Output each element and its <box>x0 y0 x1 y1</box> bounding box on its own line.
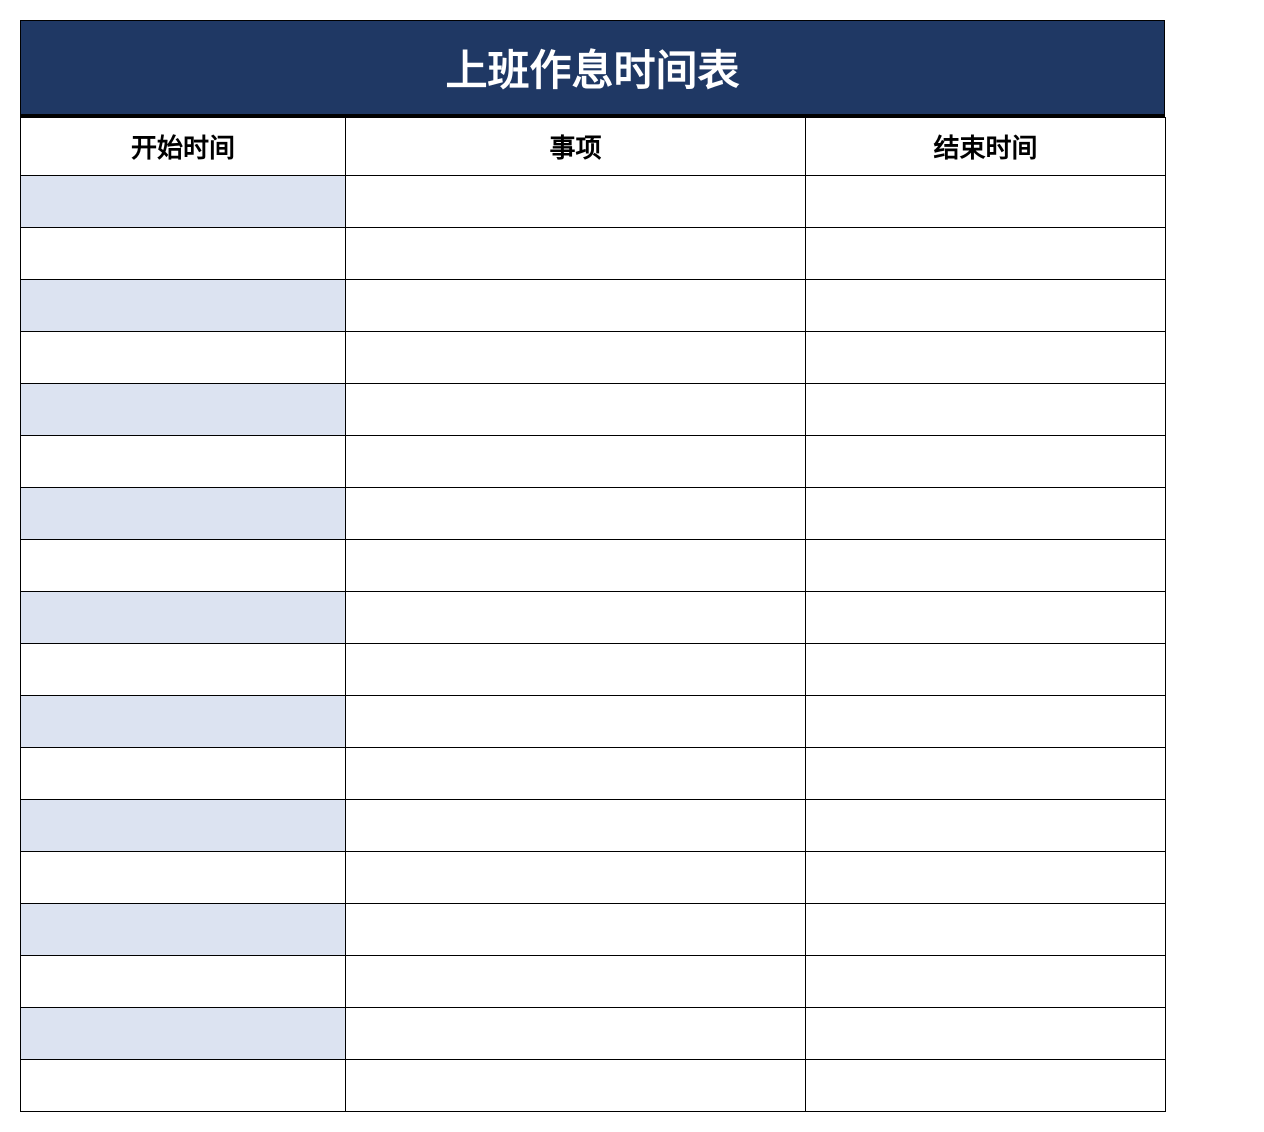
cell-item[interactable] <box>346 1008 806 1060</box>
table-row <box>21 488 1166 540</box>
cell-end-time[interactable] <box>806 956 1166 1008</box>
cell-start-time[interactable] <box>21 800 346 852</box>
column-header-start-time: 开始时间 <box>21 118 346 176</box>
table-row <box>21 696 1166 748</box>
cell-item[interactable] <box>346 852 806 904</box>
cell-end-time[interactable] <box>806 1008 1166 1060</box>
table-row <box>21 592 1166 644</box>
cell-item[interactable] <box>346 228 806 280</box>
cell-item[interactable] <box>346 332 806 384</box>
cell-item[interactable] <box>346 540 806 592</box>
table-row <box>21 1008 1166 1060</box>
table-header-row: 开始时间 事项 结束时间 <box>21 118 1166 176</box>
cell-start-time[interactable] <box>21 644 346 696</box>
cell-item[interactable] <box>346 488 806 540</box>
cell-end-time[interactable] <box>806 644 1166 696</box>
table-row <box>21 904 1166 956</box>
table-row <box>21 644 1166 696</box>
table-row <box>21 800 1166 852</box>
cell-end-time[interactable] <box>806 228 1166 280</box>
cell-end-time[interactable] <box>806 748 1166 800</box>
cell-item[interactable] <box>346 956 806 1008</box>
cell-item[interactable] <box>346 904 806 956</box>
table-row <box>21 540 1166 592</box>
cell-start-time[interactable] <box>21 488 346 540</box>
cell-item[interactable] <box>346 696 806 748</box>
cell-end-time[interactable] <box>806 384 1166 436</box>
cell-end-time[interactable] <box>806 280 1166 332</box>
table-row <box>21 332 1166 384</box>
cell-start-time[interactable] <box>21 696 346 748</box>
cell-end-time[interactable] <box>806 852 1166 904</box>
cell-item[interactable] <box>346 800 806 852</box>
cell-start-time[interactable] <box>21 592 346 644</box>
cell-item[interactable] <box>346 176 806 228</box>
cell-start-time[interactable] <box>21 384 346 436</box>
cell-end-time[interactable] <box>806 800 1166 852</box>
table-row <box>21 1060 1166 1112</box>
table-row <box>21 436 1166 488</box>
table-row <box>21 956 1166 1008</box>
cell-item[interactable] <box>346 280 806 332</box>
cell-end-time[interactable] <box>806 488 1166 540</box>
cell-start-time[interactable] <box>21 332 346 384</box>
cell-start-time[interactable] <box>21 748 346 800</box>
cell-start-time[interactable] <box>21 436 346 488</box>
column-header-item: 事项 <box>346 118 806 176</box>
table-row <box>21 176 1166 228</box>
column-header-end-time: 结束时间 <box>806 118 1166 176</box>
cell-start-time[interactable] <box>21 280 346 332</box>
cell-end-time[interactable] <box>806 176 1166 228</box>
page-title: 上班作息时间表 <box>20 20 1165 117</box>
cell-start-time[interactable] <box>21 956 346 1008</box>
cell-start-time[interactable] <box>21 176 346 228</box>
table-row <box>21 748 1166 800</box>
cell-start-time[interactable] <box>21 904 346 956</box>
schedule-table: 开始时间 事项 结束时间 <box>20 117 1166 1112</box>
cell-item[interactable] <box>346 384 806 436</box>
cell-start-time[interactable] <box>21 228 346 280</box>
table-row <box>21 228 1166 280</box>
table-row <box>21 280 1166 332</box>
cell-item[interactable] <box>346 748 806 800</box>
cell-item[interactable] <box>346 436 806 488</box>
cell-start-time[interactable] <box>21 852 346 904</box>
cell-item[interactable] <box>346 644 806 696</box>
table-body <box>21 176 1166 1112</box>
cell-end-time[interactable] <box>806 436 1166 488</box>
cell-start-time[interactable] <box>21 540 346 592</box>
cell-start-time[interactable] <box>21 1008 346 1060</box>
cell-end-time[interactable] <box>806 904 1166 956</box>
cell-item[interactable] <box>346 592 806 644</box>
cell-start-time[interactable] <box>21 1060 346 1112</box>
table-row <box>21 384 1166 436</box>
cell-end-time[interactable] <box>806 696 1166 748</box>
cell-item[interactable] <box>346 1060 806 1112</box>
cell-end-time[interactable] <box>806 540 1166 592</box>
table-row <box>21 852 1166 904</box>
cell-end-time[interactable] <box>806 332 1166 384</box>
cell-end-time[interactable] <box>806 592 1166 644</box>
cell-end-time[interactable] <box>806 1060 1166 1112</box>
schedule-container: 上班作息时间表 开始时间 事项 结束时间 <box>20 20 1165 1112</box>
